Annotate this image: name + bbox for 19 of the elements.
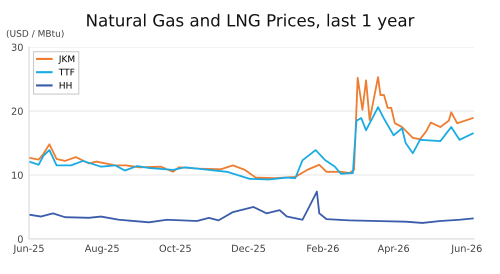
y-tick-label: 10 — [12, 171, 23, 179]
line-series — [29, 76, 474, 180]
x-tick-label: Aug-25 — [84, 244, 119, 254]
legend-label: JKM — [58, 56, 74, 64]
y-tick-label: 20 — [12, 108, 23, 115]
legend-label: HH — [60, 82, 72, 89]
x-tick-label: Oct-25 — [160, 244, 191, 252]
x-tick-label: Feb-26 — [307, 244, 339, 252]
line-series — [29, 190, 474, 224]
x-tick-label: Apr-26 — [378, 244, 410, 254]
chart-title: Natural Gas and LNG Prices, last 1 year — [87, 14, 414, 30]
x-tick-label: Jun-26 — [450, 244, 482, 254]
y-tick-label: 0 — [18, 235, 23, 243]
line-series — [29, 106, 474, 180]
y-axis-title: (USD / MBtu) — [6, 30, 64, 38]
legend-label: TTF — [58, 68, 74, 76]
x-tick-label: Jun-25 — [12, 244, 44, 254]
y-tick-label: 30 — [12, 44, 23, 51]
x-tick-label: Dec-25 — [232, 244, 265, 252]
